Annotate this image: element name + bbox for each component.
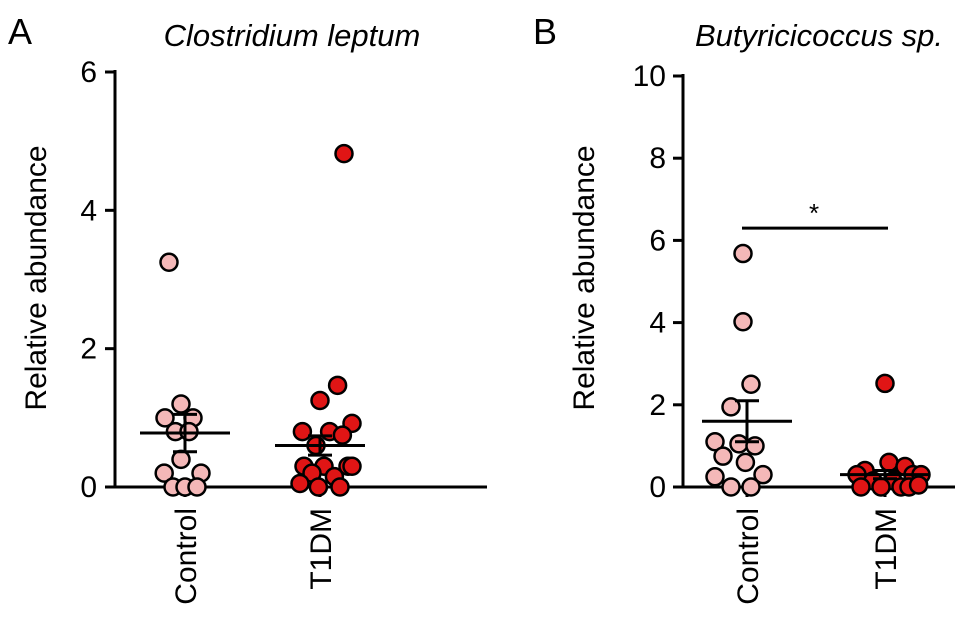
data-point-t1dm: [334, 143, 354, 164]
plot-area-a: 0 2 4 6 Control T1DM: [80, 56, 487, 605]
data-point-control: [171, 394, 191, 414]
y-tick-label: 2: [649, 389, 666, 422]
y-axis-label-b: Relative abundance: [568, 145, 601, 410]
data-point-t1dm: [308, 477, 329, 497]
data-point-control: [171, 449, 191, 470]
x-category-label-t1dm: T1DM: [305, 508, 338, 590]
data-point-t1dm: [879, 452, 899, 473]
data-point-t1dm: [342, 456, 362, 476]
x-category-label-control: Control: [732, 508, 765, 605]
data-point-control: [745, 436, 765, 456]
data-point-control: [159, 252, 179, 272]
plot-area-b: 0 2 4 6 8 10 Control T1DM *: [633, 60, 955, 605]
y-tick-label: 10: [633, 60, 666, 93]
y-tick-label: 0: [649, 471, 666, 504]
data-point-t1dm: [871, 477, 891, 497]
panel-b: B Butyricicoccus sp. Relative abundance …: [533, 11, 955, 605]
data-point-t1dm: [327, 375, 348, 396]
data-point-t1dm: [292, 421, 313, 442]
data-point-control: [154, 463, 174, 483]
data-point-t1dm: [330, 477, 350, 497]
panel-letter-a: A: [8, 11, 32, 52]
data-point-t1dm: [310, 390, 330, 411]
y-tick-label: 4: [80, 194, 97, 227]
panel-letter-b: B: [533, 11, 557, 52]
panel-a: A Clostridium leptum Relative abundance …: [8, 11, 487, 605]
x-category-label-control: Control: [170, 508, 203, 605]
data-point-control: [735, 452, 756, 473]
y-tick-label: 4: [649, 307, 666, 340]
data-point-control: [733, 243, 753, 264]
data-point-control: [733, 312, 753, 332]
data-point-control: [705, 466, 725, 487]
data-point-control: [741, 374, 761, 394]
data-point-control: [753, 464, 773, 485]
y-tick-label: 6: [80, 56, 97, 89]
y-tick-label: 2: [80, 333, 97, 366]
data-point-t1dm: [875, 373, 895, 394]
chart-title-a: Clostridium leptum: [164, 18, 421, 53]
data-point-t1dm: [851, 477, 871, 497]
x-category-label-t1dm: T1DM: [870, 508, 903, 590]
data-point-control: [713, 446, 733, 466]
data-point-t1dm: [290, 473, 310, 494]
data-point-control: [741, 477, 761, 497]
y-tick-label: 8: [649, 142, 666, 175]
data-point-control: [729, 434, 749, 454]
y-tick-label: 0: [80, 471, 97, 504]
data-point-t1dm: [332, 425, 353, 445]
significance-label: *: [809, 198, 819, 228]
data-point-t1dm: [908, 475, 929, 495]
data-point-control: [721, 477, 741, 497]
data-point-control: [721, 397, 741, 417]
data-point-control: [187, 477, 207, 497]
chart-title-b: Butyricicoccus sp.: [695, 18, 943, 53]
data-point-control: [705, 432, 725, 452]
y-axis-label-a: Relative abundance: [20, 145, 53, 410]
data-point-control: [155, 408, 175, 428]
y-tick-label: 6: [649, 224, 666, 257]
